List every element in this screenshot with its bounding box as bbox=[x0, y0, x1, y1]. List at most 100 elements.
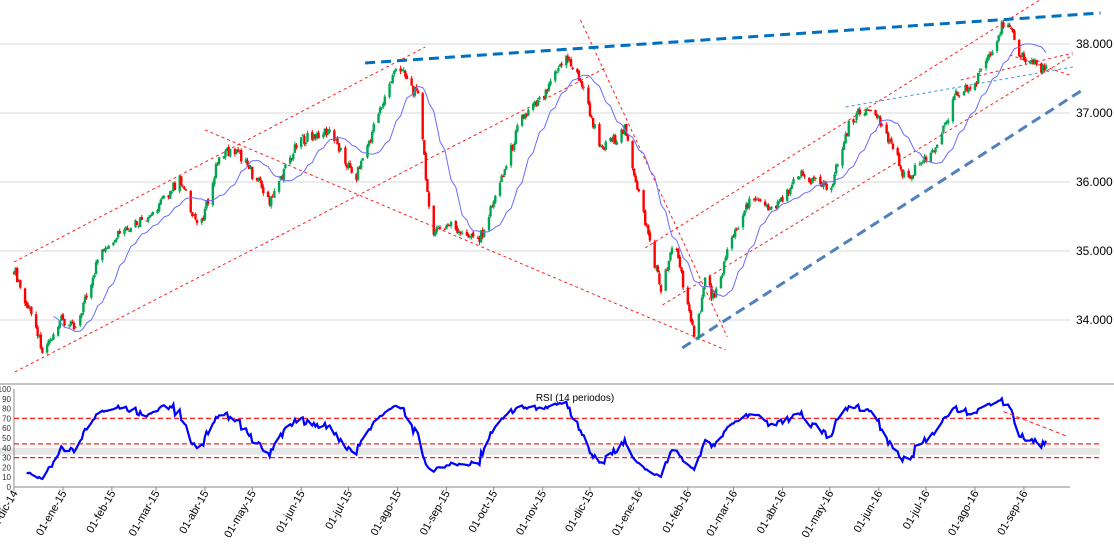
candle-body bbox=[127, 230, 131, 232]
candle-body bbox=[412, 85, 415, 95]
candle-body bbox=[921, 161, 925, 163]
candle-body bbox=[555, 72, 559, 74]
candle-body bbox=[148, 215, 151, 218]
candle-body bbox=[116, 230, 120, 238]
candle-body bbox=[680, 267, 683, 272]
candle-body bbox=[874, 110, 877, 116]
candle-body bbox=[361, 158, 364, 161]
candle-body bbox=[642, 190, 645, 212]
candle-body bbox=[522, 114, 525, 119]
candle-body bbox=[516, 125, 519, 132]
candle-body bbox=[934, 148, 937, 153]
candle-body bbox=[566, 56, 570, 61]
rsi-tick-label: 50 bbox=[2, 434, 11, 443]
candle-body bbox=[544, 89, 547, 99]
candle-body bbox=[722, 261, 726, 274]
candle-body bbox=[602, 147, 606, 150]
candle-body bbox=[157, 203, 161, 212]
candle-body bbox=[880, 124, 884, 126]
candle-body bbox=[702, 287, 705, 297]
candle-body bbox=[145, 220, 148, 222]
candle-body bbox=[183, 187, 186, 190]
candle-body bbox=[678, 256, 682, 268]
candle-body bbox=[699, 312, 702, 314]
candle-body bbox=[225, 148, 229, 151]
candle-body bbox=[214, 163, 218, 179]
candle-body bbox=[520, 115, 524, 126]
candle-body bbox=[820, 183, 824, 187]
trendlines bbox=[13, 0, 1101, 373]
candle-body bbox=[344, 147, 347, 164]
candle-body bbox=[855, 113, 858, 121]
candle-body bbox=[288, 157, 292, 164]
candle-body bbox=[79, 315, 82, 326]
candle-body bbox=[786, 189, 789, 201]
rsi-tick-label: 70 bbox=[2, 414, 11, 423]
candle-body bbox=[235, 150, 238, 154]
candle-body bbox=[632, 168, 636, 176]
candle-body bbox=[558, 64, 562, 67]
candle-body bbox=[730, 237, 734, 249]
candle-body bbox=[427, 192, 431, 207]
date-tick-label: 01-jun-16 bbox=[852, 489, 886, 535]
candle-body bbox=[322, 134, 325, 138]
candle-body bbox=[292, 153, 295, 160]
price-tick-label: 34.000 bbox=[1076, 313, 1113, 327]
candle-body bbox=[877, 115, 880, 118]
candle-body bbox=[989, 53, 992, 56]
candle-body bbox=[774, 205, 778, 209]
candle-body bbox=[271, 195, 274, 198]
candle-body bbox=[74, 326, 77, 328]
candle-body bbox=[173, 182, 177, 191]
candle-body bbox=[490, 206, 494, 208]
candle-body bbox=[505, 166, 508, 169]
candle-body bbox=[677, 249, 680, 259]
candle-body bbox=[445, 225, 448, 229]
candle-body bbox=[614, 135, 617, 144]
candle-body bbox=[437, 226, 440, 228]
candle-body bbox=[601, 145, 604, 148]
candle-body bbox=[113, 240, 117, 243]
candle-body bbox=[115, 238, 118, 241]
rsi-tick-label: 10 bbox=[2, 473, 11, 482]
candle-body bbox=[268, 198, 271, 205]
candle-body bbox=[334, 138, 338, 141]
candle-body bbox=[719, 276, 723, 288]
candle-body bbox=[768, 208, 772, 210]
candle-body bbox=[180, 176, 183, 186]
candle-body bbox=[421, 93, 424, 140]
candle-body bbox=[345, 164, 349, 168]
candle-body bbox=[514, 130, 518, 144]
candle-body bbox=[1030, 60, 1034, 62]
candle-body bbox=[932, 151, 936, 153]
date-tick-label: 01-jun-15 bbox=[274, 489, 308, 535]
candle-body bbox=[787, 190, 790, 194]
candle-body bbox=[724, 257, 727, 261]
candle-body bbox=[72, 322, 76, 330]
candle-body bbox=[423, 140, 426, 155]
candle-body bbox=[975, 82, 978, 85]
candle-body bbox=[656, 265, 660, 273]
candle-body bbox=[393, 70, 396, 74]
candle-body bbox=[1029, 61, 1032, 64]
candle-body bbox=[902, 171, 906, 178]
candle-body bbox=[726, 249, 729, 258]
rsi-tick-label: 20 bbox=[2, 463, 11, 472]
candle-body bbox=[336, 138, 339, 145]
candle-body bbox=[17, 280, 20, 282]
candle-body bbox=[1032, 59, 1035, 65]
candle-body bbox=[765, 204, 768, 207]
candle-body bbox=[580, 81, 584, 87]
candle-body bbox=[670, 248, 674, 254]
date-tick-label: 01-mar-16 bbox=[704, 489, 740, 539]
candle-body bbox=[295, 145, 298, 148]
candle-body bbox=[588, 103, 592, 117]
candle-body bbox=[1035, 59, 1038, 65]
candle-body bbox=[134, 220, 137, 228]
candle-body bbox=[812, 176, 816, 179]
candle-body bbox=[449, 222, 453, 227]
candle-body bbox=[891, 143, 895, 149]
date-tick-label: 01-dic-15 bbox=[563, 489, 596, 535]
candle-body bbox=[1040, 63, 1043, 73]
candle-body bbox=[38, 335, 41, 337]
